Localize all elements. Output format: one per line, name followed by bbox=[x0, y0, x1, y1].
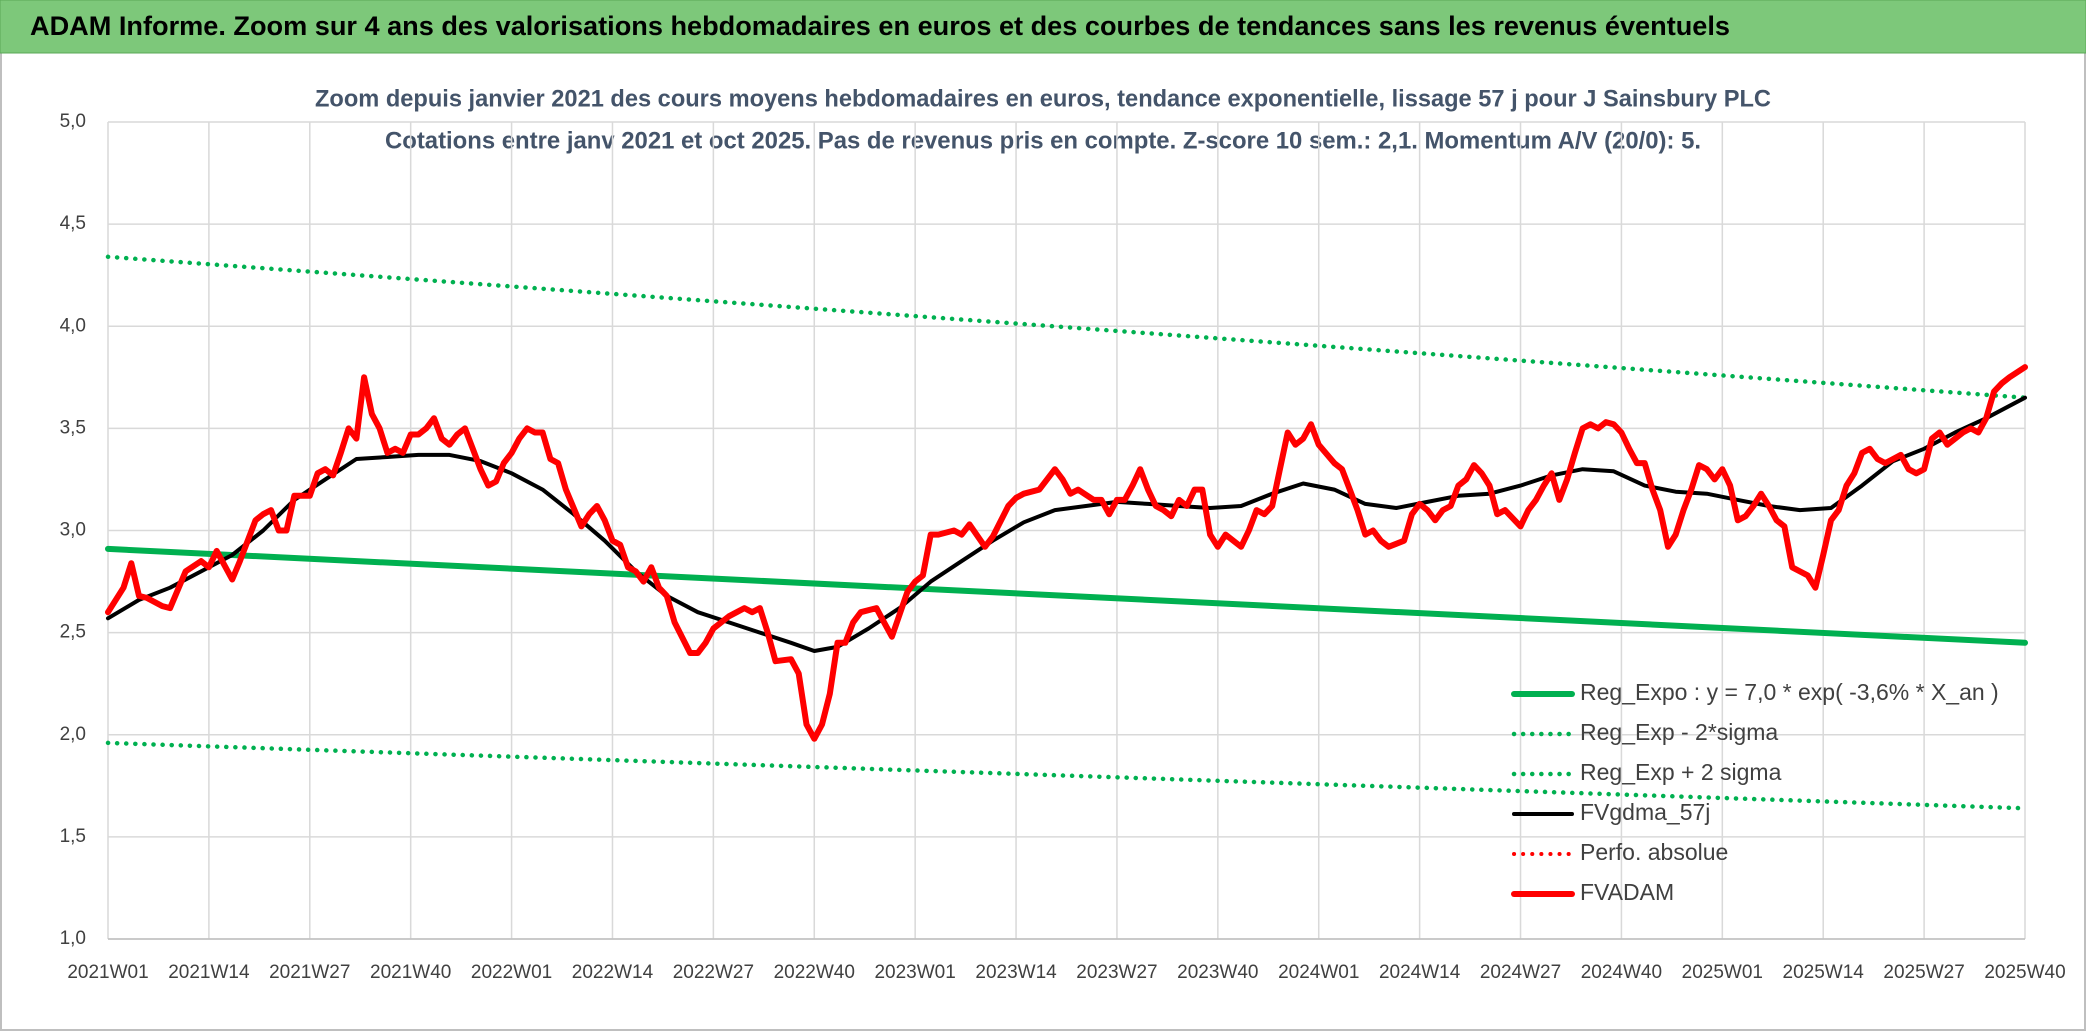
x-tick-label: 2022W14 bbox=[572, 962, 654, 983]
x-tick-label: 2022W01 bbox=[471, 962, 552, 983]
x-tick-label: 2022W27 bbox=[673, 962, 754, 983]
series-line bbox=[106, 395, 2027, 653]
x-tick-label: 2024W27 bbox=[1480, 962, 1561, 983]
legend-label: FVADAM bbox=[1580, 879, 1674, 905]
legend-label: FVgdma_57j bbox=[1580, 799, 1710, 825]
x-tick-label: 2024W14 bbox=[1379, 962, 1461, 983]
x-tick-label: 2024W01 bbox=[1278, 962, 1359, 983]
y-tick-label: 3,0 bbox=[60, 520, 86, 541]
x-tick-label: 2021W14 bbox=[168, 962, 250, 983]
series-line bbox=[105, 545, 2028, 646]
legend-label: Perfo. absolue bbox=[1580, 839, 1728, 865]
y-tick-label: 1,0 bbox=[60, 928, 86, 949]
title-banner bbox=[0, 0, 2086, 54]
y-tick-label: 3,5 bbox=[60, 417, 86, 438]
legend-label: Reg_Exp + 2 sigma bbox=[1580, 759, 1782, 785]
x-tick-label: 2021W01 bbox=[67, 962, 148, 983]
y-tick-label: 4,0 bbox=[60, 315, 86, 336]
x-tick-label: 2025W40 bbox=[1984, 962, 2065, 983]
y-tick-label: 2,5 bbox=[60, 622, 86, 643]
y-tick-label: 4,5 bbox=[60, 213, 86, 234]
y-tick-label: 1,5 bbox=[60, 826, 86, 847]
series-line bbox=[105, 364, 2028, 742]
y-tick-label: 5,0 bbox=[60, 111, 86, 132]
chart-subtitle: Cotations entre janv 2021 et oct 2025. P… bbox=[385, 127, 1701, 154]
x-tick-label: 2023W27 bbox=[1076, 962, 1157, 983]
legend-label: Reg_Expo : y = 7,0 * exp( -3,6% * X_an ) bbox=[1580, 679, 1999, 705]
series-line bbox=[105, 740, 2028, 811]
x-tick-label: 2024W40 bbox=[1581, 962, 1662, 983]
x-tick-label: 2023W40 bbox=[1177, 962, 1258, 983]
chart-subtitle: Zoom depuis janvier 2021 des cours moyen… bbox=[315, 85, 1771, 112]
x-tick-label: 2025W01 bbox=[1682, 962, 1763, 983]
legend-label: Reg_Exp - 2*sigma bbox=[1580, 719, 1778, 745]
x-tick-label: 2025W27 bbox=[1883, 962, 1964, 983]
legend: Reg_Expo : y = 7,0 * exp( -3,6% * X_an )… bbox=[1511, 679, 1999, 905]
grid: 1,0 1,5 2,0 2,5 3,0 3,5 4,0 4,5 5,0 2021W01 2021W1… bbox=[60, 111, 2066, 983]
x-tick-label: 2021W40 bbox=[370, 962, 451, 983]
x-tick-label: 2023W01 bbox=[874, 962, 955, 983]
x-tick-label: 2022W40 bbox=[774, 962, 855, 983]
x-tick-label: 2021W27 bbox=[269, 962, 350, 983]
x-tick-label: 2023W14 bbox=[975, 962, 1057, 983]
x-tick-label: 2025W14 bbox=[1783, 962, 1865, 983]
subtitle-box bbox=[318, 78, 1768, 170]
series-line bbox=[105, 254, 2028, 400]
y-tick-label: 2,0 bbox=[60, 724, 86, 745]
chart-title: ADAM Informe. Zoom sur 4 ans des valoris… bbox=[30, 11, 1730, 41]
plot-lines bbox=[105, 254, 2028, 811]
